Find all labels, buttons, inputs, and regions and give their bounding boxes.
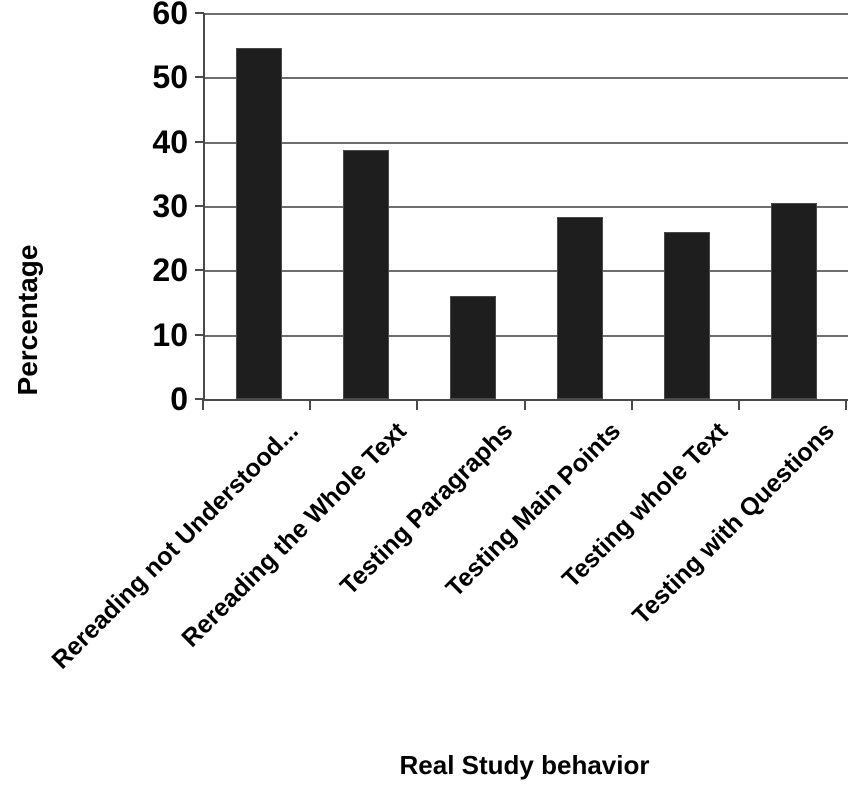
bar bbox=[342, 150, 389, 399]
x-tick-mark bbox=[737, 399, 740, 410]
gridline bbox=[205, 77, 848, 80]
x-tick-mark bbox=[309, 399, 312, 410]
y-tick-mark bbox=[195, 140, 204, 143]
x-tick-mark bbox=[416, 399, 419, 410]
x-tick-mark bbox=[202, 399, 204, 410]
bar bbox=[235, 48, 282, 399]
y-tick-label: 10 bbox=[152, 316, 188, 353]
bar bbox=[449, 296, 496, 399]
gridline bbox=[205, 141, 848, 144]
gridline bbox=[205, 334, 848, 337]
bar bbox=[664, 232, 711, 399]
x-category-label: Rereading the Whole Text bbox=[175, 417, 412, 653]
y-tick-label: 60 bbox=[152, 0, 188, 31]
gridline bbox=[205, 270, 848, 273]
y-tick-mark bbox=[195, 269, 204, 272]
x-tick-mark bbox=[630, 399, 633, 410]
x-tick-mark bbox=[523, 399, 526, 410]
bar bbox=[771, 203, 818, 399]
y-tick-label: 0 bbox=[170, 381, 188, 417]
y-tick-label: 50 bbox=[152, 59, 188, 96]
y-tick-label: 40 bbox=[152, 123, 188, 160]
x-axis-title: Real Study behavior bbox=[399, 750, 650, 780]
x-category-label: Testing Main Points bbox=[440, 417, 626, 603]
y-tick-mark bbox=[195, 76, 204, 79]
plot-area bbox=[203, 13, 848, 401]
gridline bbox=[205, 206, 848, 208]
y-tick-label: 30 bbox=[152, 188, 188, 224]
x-tick-mark bbox=[845, 399, 847, 410]
y-tick-label: 20 bbox=[152, 252, 188, 289]
y-axis-title: Percentage bbox=[12, 244, 43, 396]
y-tick-mark bbox=[195, 333, 204, 336]
x-category-label: Testing with Questions bbox=[627, 417, 841, 630]
y-tick-mark bbox=[195, 205, 204, 207]
bar bbox=[557, 217, 604, 399]
y-tick-mark bbox=[195, 12, 204, 14]
y-tick-mark bbox=[195, 398, 204, 400]
gridline bbox=[205, 13, 848, 15]
